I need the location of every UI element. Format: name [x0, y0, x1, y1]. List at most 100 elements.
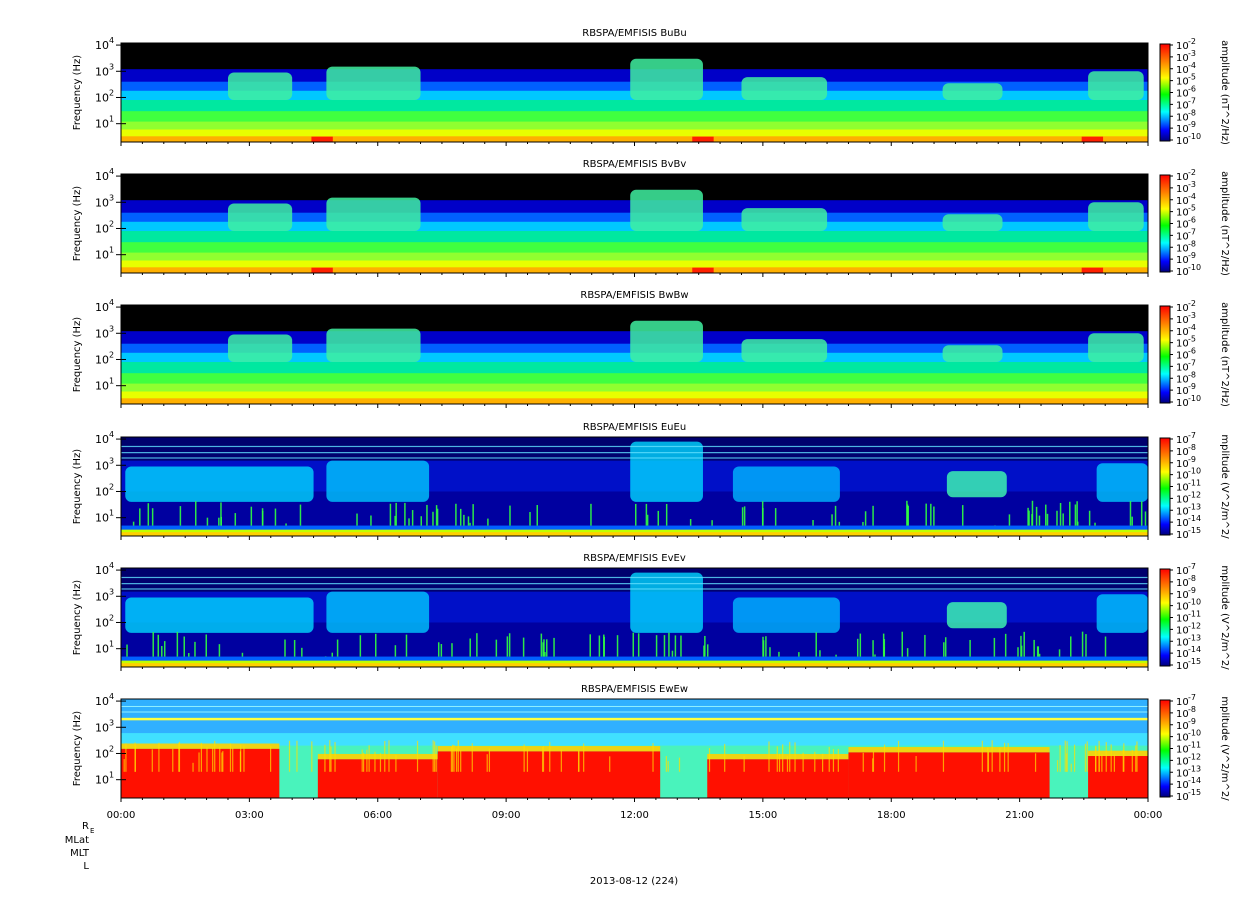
panel-title: RBSPA/EMFISIS EvEv: [583, 553, 686, 564]
colorbar-tick-base: 10: [1176, 196, 1189, 207]
colorbar-tick-exponent: -4: [1188, 61, 1196, 70]
y-tick-exponent: 3: [109, 62, 114, 71]
panel-title: RBSPA/EMFISIS BwBw: [580, 290, 688, 301]
colorbar-tick-exponent: -8: [1188, 705, 1196, 714]
y-tick-exponent: 2: [109, 219, 114, 228]
y-tick-label: 10: [95, 91, 109, 104]
colorbar-tick-base: 10: [1176, 65, 1189, 76]
colorbar-label: mplitude (V^2/m^2/: [1219, 565, 1230, 670]
colorbar-tick-base: 10: [1176, 53, 1189, 64]
colorbar-tick-base: 10: [1176, 602, 1189, 613]
colorbar-tick-base: 10: [1176, 530, 1189, 541]
colorbar-tick-exponent: -3: [1188, 180, 1196, 189]
colorbar-tick-exponent: -2: [1188, 168, 1196, 177]
y-tick-exponent: 4: [109, 167, 114, 176]
colorbar-tick-base: 10: [1176, 327, 1189, 338]
colorbar: 10-210-310-410-510-610-710-810-910-10 amp…: [1159, 37, 1230, 147]
colorbar-tick-exponent: -6: [1188, 216, 1196, 225]
x-tick-label: 09:00: [492, 810, 521, 821]
colorbar-tick-base: 10: [1176, 614, 1189, 625]
y-tick-label: 10: [95, 590, 109, 603]
colorbar-tick-base: 10: [1176, 697, 1189, 708]
y-axis-label: Frequency (Hz): [72, 580, 83, 656]
orbit-label-mlt: MLT: [70, 848, 90, 859]
y-tick-exponent: 1: [109, 509, 114, 518]
y-tick-label: 10: [95, 512, 109, 525]
colorbar-tick-exponent: -15: [1188, 657, 1201, 666]
colorbar-tick-exponent: -12: [1188, 621, 1201, 630]
colorbar-tick-exponent: -13: [1188, 502, 1201, 511]
y-tick-exponent: 1: [109, 115, 114, 124]
colorbar-tick-exponent: -11: [1188, 741, 1201, 750]
colorbar-tick-base: 10: [1176, 220, 1189, 231]
colorbar-tick-base: 10: [1176, 100, 1189, 111]
colorbar-tick-exponent: -6: [1188, 347, 1196, 356]
colorbar-tick-base: 10: [1176, 136, 1189, 147]
y-tick-exponent: 3: [109, 587, 114, 596]
y-tick-label: 10: [95, 616, 109, 629]
time-axis: 00:00 03:00 06:00 09:00 12:00 15:00 18:00 21:00…: [107, 810, 1163, 821]
date-label: 2013-08-12 (224): [590, 876, 678, 887]
y-tick-label: 10: [95, 65, 109, 78]
colorbar-tick-exponent: -8: [1188, 370, 1196, 379]
y-axis-label: Frequency (Hz): [72, 449, 83, 525]
colorbar-label: mplitude (V^2/m^2/: [1219, 696, 1230, 801]
colorbar-tick-exponent: -9: [1188, 455, 1196, 464]
colorbar-tick-exponent: -9: [1188, 251, 1196, 260]
colorbar-tick-base: 10: [1176, 756, 1189, 767]
colorbar-tick-exponent: -11: [1188, 479, 1201, 488]
colorbar-tick-base: 10: [1176, 792, 1189, 803]
colorbar-tick-exponent: -6: [1188, 85, 1196, 94]
colorbar-label: amplitude (nT^2/Hz): [1219, 40, 1230, 145]
colorbar-tick-exponent: -13: [1188, 633, 1201, 642]
colorbar-tick-base: 10: [1176, 112, 1189, 123]
y-tick-exponent: 2: [109, 482, 114, 491]
colorbar-tick-exponent: -14: [1188, 514, 1201, 523]
colorbar-tick-exponent: -11: [1188, 610, 1201, 619]
colorbar-tick-base: 10: [1176, 362, 1189, 373]
y-tick-label: 10: [95, 459, 109, 472]
colorbar-tick-base: 10: [1176, 590, 1189, 601]
x-tick-label: 06:00: [363, 810, 392, 821]
colorbar-tick-base: 10: [1176, 386, 1189, 397]
colorbar-tick-base: 10: [1176, 745, 1189, 756]
orbit-labels: R MLat MLT L E: [65, 821, 95, 872]
y-axis-label: Frequency (Hz): [72, 55, 83, 131]
colorbar-tick-exponent: -4: [1188, 323, 1196, 332]
y-tick-label: 10: [95, 695, 109, 708]
y-tick-label: 10: [95, 222, 109, 235]
colorbar-tick-base: 10: [1176, 267, 1189, 278]
y-tick-exponent: 2: [109, 744, 114, 753]
colorbar-tick-base: 10: [1176, 339, 1189, 350]
colorbar-tick-base: 10: [1176, 709, 1189, 720]
spectrogram-image: [121, 699, 1148, 798]
y-tick-exponent: 3: [109, 718, 114, 727]
spectrogram-image: [121, 305, 1148, 404]
colorbar-label: mplitude (V^2/m^2/: [1219, 434, 1230, 539]
colorbar-tick-exponent: -9: [1188, 382, 1196, 391]
y-tick-label: 10: [95, 721, 109, 734]
colorbar-tick-base: 10: [1176, 77, 1189, 88]
y-axis-label: Frequency (Hz): [72, 317, 83, 393]
x-tick-label: 00:00: [107, 810, 136, 821]
x-tick-label: 12:00: [620, 810, 649, 821]
colorbar-tick-exponent: -14: [1188, 645, 1201, 654]
x-tick-label: 21:00: [1005, 810, 1034, 821]
colorbar-tick-base: 10: [1176, 625, 1189, 636]
colorbar-tick-exponent: -10: [1188, 598, 1201, 607]
colorbar-tick-exponent: -9: [1188, 586, 1196, 595]
panel-title: RBSPA/EMFISIS EuEu: [583, 422, 686, 433]
y-tick-label: 10: [95, 249, 109, 262]
y-tick-label: 10: [95, 380, 109, 393]
colorbar-tick-base: 10: [1176, 89, 1189, 100]
colorbar-tick-base: 10: [1176, 172, 1189, 183]
x-tick-label: 18:00: [877, 810, 906, 821]
y-tick-exponent: 4: [109, 298, 114, 307]
colorbar-tick-base: 10: [1176, 637, 1189, 648]
